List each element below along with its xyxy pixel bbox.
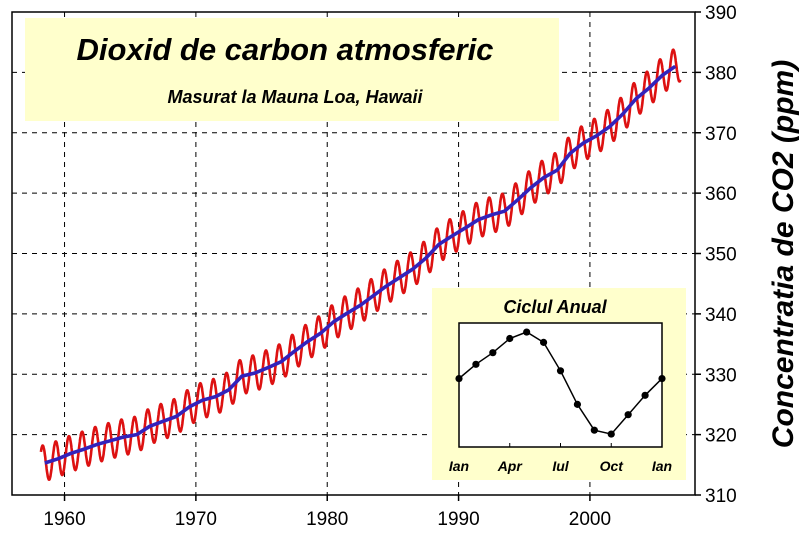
inset-frame: [458, 322, 663, 448]
inset-cycle-point: [624, 411, 632, 419]
inset-cycle-point: [506, 334, 514, 343]
chart-subtitle: Masurat la Mauna Loa, Hawaii: [167, 87, 423, 107]
inset-cycle-point: [489, 349, 497, 357]
inset-cycle-point: [607, 430, 615, 438]
inset-x-tick-label: Ian: [449, 458, 469, 474]
inset-x-tick-label: Apr: [497, 458, 524, 474]
y-axis: 310 320 330 340 350 360 370 380 390: [695, 3, 737, 507]
inset-x-tick-label: Ian: [652, 458, 672, 474]
y-tick-label: 340: [705, 305, 737, 326]
inset-cycle-point: [590, 426, 598, 434]
x-tick-label: 1960: [43, 509, 85, 530]
annual-co2-line: [44, 64, 677, 465]
inset-x-tick-label: Oct: [600, 458, 625, 474]
inset-cycle-point: [539, 338, 548, 346]
y-tick-label: 370: [705, 124, 737, 145]
x-tick-label: 1990: [437, 509, 479, 530]
inset-x-axis: Ian Apr Iul Oct Ian: [449, 443, 672, 474]
inset-cycle-point: [641, 391, 649, 399]
title-box: [25, 18, 559, 121]
y-tick-label: 350: [705, 245, 737, 266]
x-axis: 1960 1970 1980 1990 2000: [43, 495, 611, 530]
y-tick-label: 330: [705, 365, 737, 386]
inset-cycle-point: [658, 374, 666, 383]
monthly-series: [39, 48, 682, 481]
inset-cycle-point: [556, 367, 565, 375]
annual-series: [44, 64, 677, 465]
inset-cycle-point: [573, 400, 582, 408]
x-tick-label: 2000: [569, 509, 611, 530]
inset-cycle-point: [523, 328, 531, 336]
y-tick-label: 390: [705, 3, 737, 24]
x-tick-label: 1970: [175, 509, 217, 530]
inset-cycle-point: [472, 360, 480, 368]
inset-x-tick-label: Iul: [552, 458, 569, 474]
y-tick-label: 360: [705, 184, 737, 205]
inset-series: [455, 328, 666, 438]
x-tick-label: 1980: [306, 509, 348, 530]
monthly-co2-line: [39, 48, 682, 481]
y-tick-label: 310: [705, 486, 737, 507]
inset-title: Ciclul Anual: [503, 297, 607, 317]
y-tick-label: 380: [705, 63, 737, 84]
y-tick-label: 320: [705, 426, 737, 447]
chart-title: Dioxid de carbon atmosferic: [77, 32, 494, 67]
annual-cycle-inset: Ciclul Anual Ian Apr Iul Oct Ian: [432, 288, 686, 480]
inset-cycle-point: [455, 374, 463, 383]
y-axis-label: Concentratia de CO2 (ppm): [767, 60, 800, 448]
